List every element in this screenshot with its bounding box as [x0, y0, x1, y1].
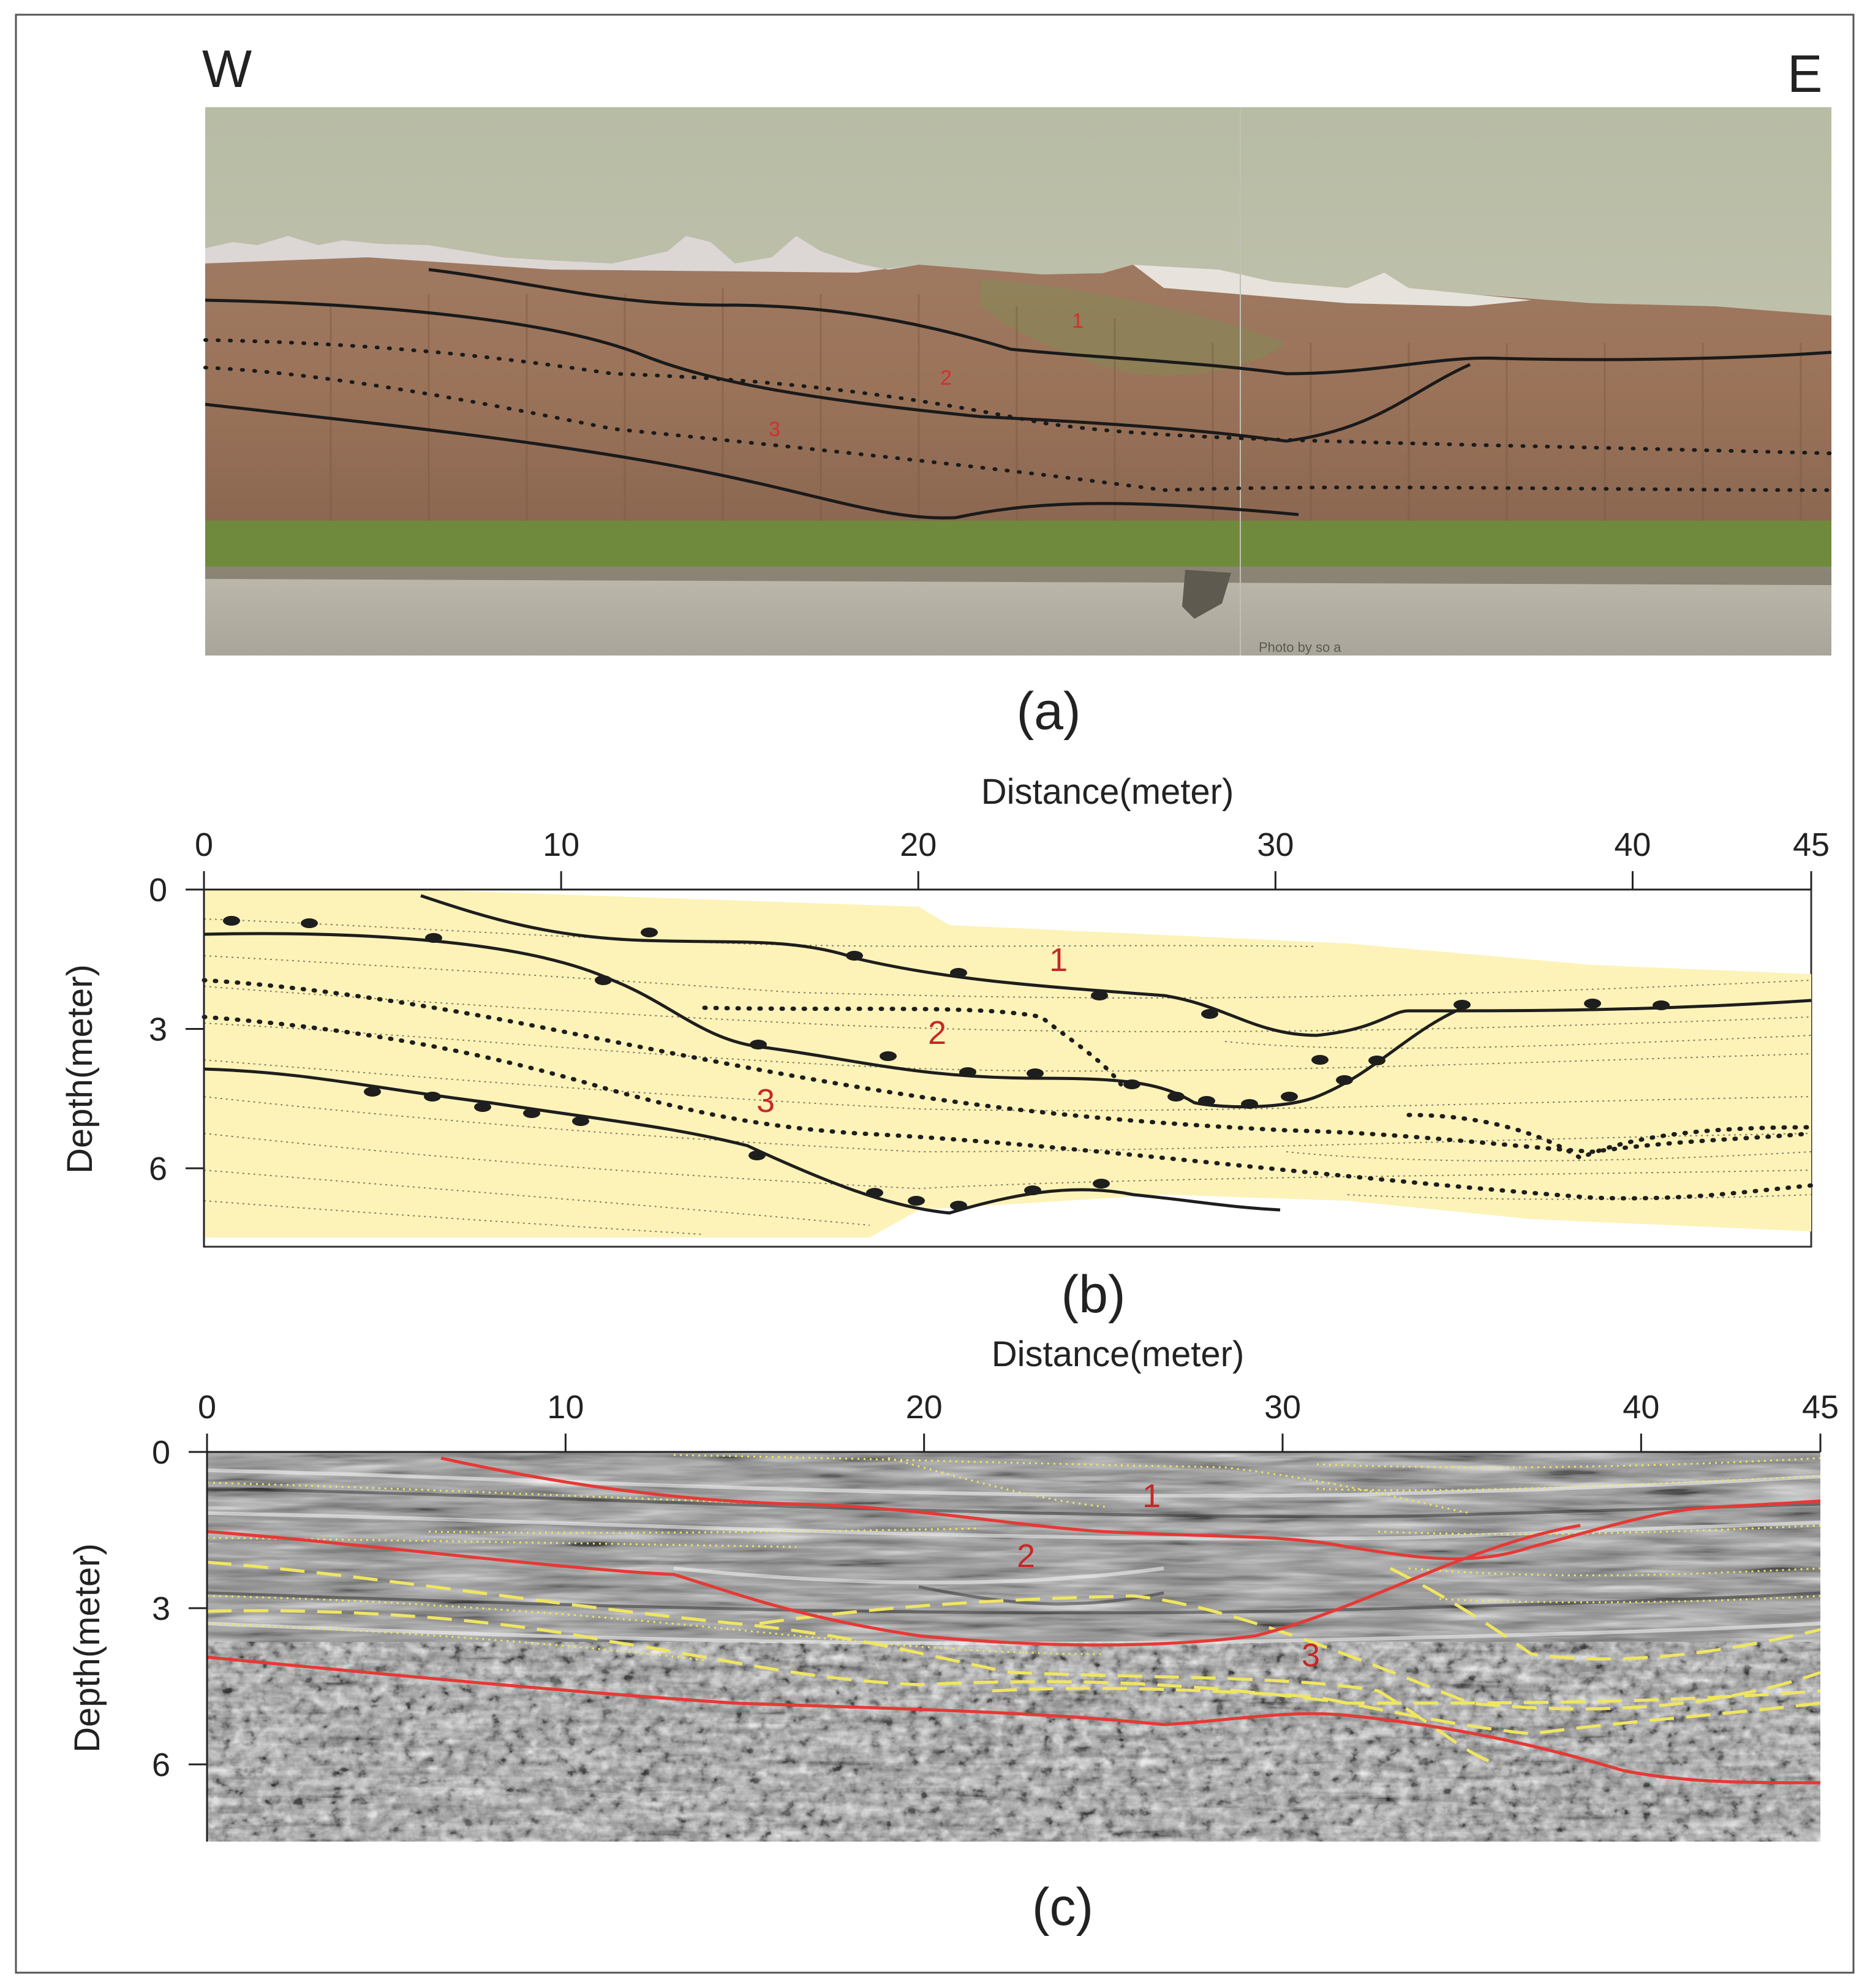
photo-debris	[205, 567, 1831, 585]
photo-stamp: Photo by so a	[1259, 640, 1341, 655]
panel-a-caption: (a)	[1016, 682, 1080, 741]
panel-b-y-axis-title: Depth(meter)	[60, 964, 100, 1174]
photo-debris-rock	[1182, 570, 1231, 619]
west-label: W	[202, 40, 252, 99]
radargram-dashed-reflectors	[207, 1560, 1820, 1766]
photo-unit-3-label: 3	[769, 418, 780, 441]
panel-c-caption: (c)	[1032, 1878, 1093, 1937]
panel-b-y-tick-label: 6	[149, 1151, 167, 1187]
panel-c-x-tick-label: 30	[1264, 1389, 1301, 1426]
panel-b-axes: 0 10 20 30 40 45 0 3 6	[149, 826, 1830, 1247]
figure-frame	[15, 13, 1855, 1974]
panel-b-caption: (b)	[1061, 1265, 1125, 1324]
panel-c-x-tick-label: 40	[1623, 1389, 1659, 1426]
panel-a-photo: Photo by so a 1 2 3	[203, 107, 1833, 656]
panel-b-boundaries	[203, 894, 1812, 1215]
panel-c-y-axis-title: Depth(meter)	[67, 1543, 107, 1753]
panel-b-x-tick-label: 45	[1793, 826, 1830, 863]
panel-b-x-tick-label: 30	[1257, 826, 1294, 863]
panel-b-pebbles	[223, 916, 1670, 1211]
panel-b-unit-1-label: 1	[1049, 942, 1068, 978]
panel-b-x-tick-label: 20	[900, 826, 937, 863]
photo-boundary-lines	[205, 268, 1832, 520]
radargram-bright-bands	[207, 1468, 1820, 1646]
panel-c-unit-3-label: 3	[1302, 1637, 1320, 1674]
panel-b-y-tick-label: 0	[149, 872, 167, 909]
panel-b-x-axis-title: Distance(meter)	[981, 772, 1234, 812]
photo-grass	[205, 521, 1831, 567]
panel-b-unit-3-label: 3	[756, 1083, 775, 1119]
photo-snow	[205, 236, 919, 273]
panel-c-y-tick-label: 6	[152, 1747, 170, 1783]
panel-c-y-tick-label: 3	[152, 1590, 170, 1627]
panel-c-radargram: 1 2 3	[207, 1452, 1820, 1842]
panel-b-dotted-boundaries	[202, 978, 1814, 1201]
photo-rock-joints	[330, 288, 1802, 533]
panel-c-unit-1-label: 1	[1142, 1478, 1161, 1514]
panel-b-x-tick-label: 40	[1614, 826, 1651, 863]
panel-b-x-tick-label: 10	[543, 826, 579, 863]
panel-b-unit-2-label: 2	[928, 1015, 946, 1051]
radargram-dotted-reflectors	[207, 1454, 1820, 1661]
radargram-deep-speckle	[207, 1642, 1820, 1842]
panel-b-x-tick-label: 0	[195, 826, 213, 863]
panel-c-x-tick-label: 45	[1802, 1389, 1839, 1426]
east-label: E	[1787, 45, 1822, 104]
panel-c-y-tick-label: 0	[152, 1434, 170, 1471]
photo-cliff	[205, 236, 1831, 539]
panel-c-x-tick-label: 10	[547, 1389, 584, 1426]
photo-unit-1-label: 1	[1072, 309, 1084, 333]
panel-c-x-axis-title: Distance(meter)	[992, 1334, 1245, 1374]
panel-c-x-tick-label: 0	[198, 1389, 216, 1426]
panel-b-y-tick-label: 3	[149, 1011, 167, 1048]
photo-vegetation-patch	[980, 279, 1286, 376]
photo-unit-2-label: 2	[940, 366, 952, 390]
radargram-boundaries	[207, 1456, 1820, 1785]
photo-dotted-lines	[203, 338, 1833, 493]
panel-c-axes: 0 10 20 30 40 45 0 3 6	[152, 1389, 1839, 1842]
panel-b-section: 1 2 3	[202, 888, 1814, 1248]
panel-c-unit-2-label: 2	[1017, 1538, 1035, 1574]
photo-snow-east	[1133, 265, 1531, 306]
panel-c-x-tick-label: 20	[906, 1389, 943, 1426]
